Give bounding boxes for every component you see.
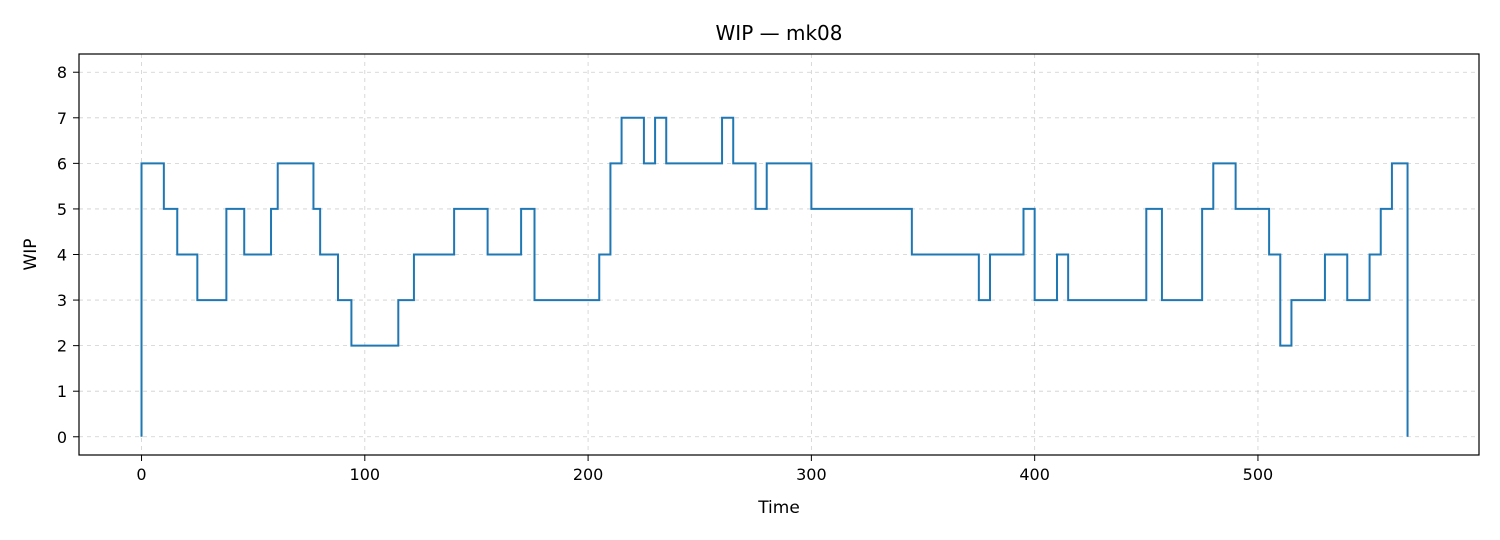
y-tick-label: 5 [57, 200, 67, 219]
x-tick-label: 200 [573, 465, 604, 484]
y-tick-label: 0 [57, 428, 67, 447]
chart-title: WIP — mk08 [716, 21, 843, 45]
y-tick-label: 1 [57, 382, 67, 401]
x-tick-label: 400 [1019, 465, 1050, 484]
wip-series-line [140, 116, 1409, 437]
y-tick-label: 8 [57, 63, 67, 82]
x-tick-label: 0 [136, 465, 146, 484]
y-tick-label: 2 [57, 337, 67, 356]
ticks: 0 100 200 300 400 500 0 1 2 3 4 5 6 7 8 [57, 63, 1273, 484]
x-tick-label: 300 [796, 465, 827, 484]
y-tick-label: 3 [57, 291, 67, 310]
x-axis-title: Time [757, 498, 800, 518]
x-tick-label: 500 [1243, 465, 1274, 484]
y-tick-label: 4 [57, 246, 67, 265]
series-layer [140, 116, 1409, 437]
y-tick-label: 7 [57, 109, 67, 128]
y-axis-title: WIP [21, 238, 41, 270]
y-tick-label: 6 [57, 154, 67, 173]
x-tick-label: 100 [350, 465, 381, 484]
